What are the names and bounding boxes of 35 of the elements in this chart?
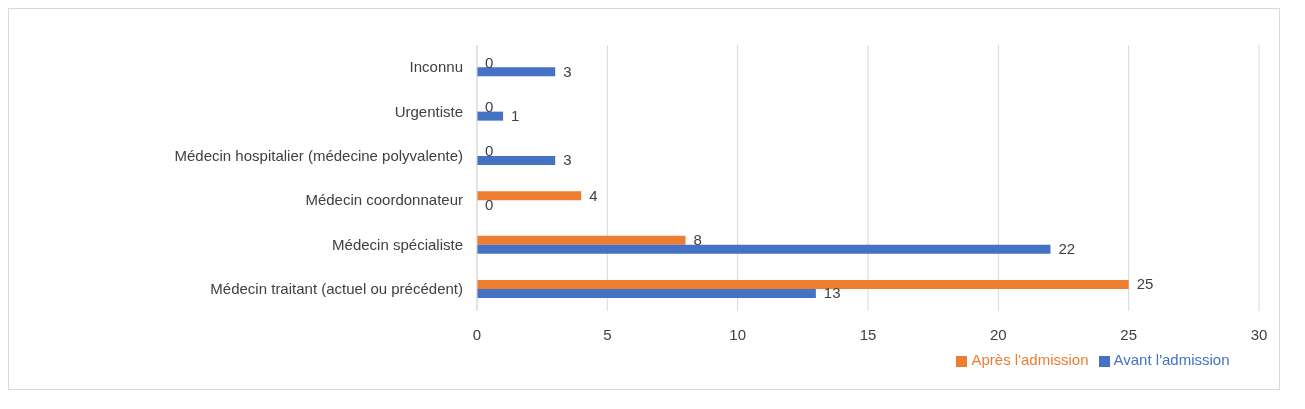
bar	[477, 279, 1129, 289]
bar	[477, 191, 582, 201]
y-tick-label: Médecin hospitalier (médecine polyvalente)	[174, 147, 463, 165]
legend-label: Après l'admission	[971, 351, 1089, 368]
y-tick-label: Urgentiste	[394, 102, 463, 120]
data-label: 22	[1058, 239, 1076, 257]
x-tick-label: 15	[859, 325, 877, 343]
data-label: 0	[485, 195, 494, 213]
data-label: 0	[485, 98, 494, 116]
data-label: 8	[693, 231, 702, 249]
bar	[477, 244, 1051, 254]
bar	[477, 67, 556, 77]
x-tick-label: 5	[603, 325, 612, 343]
data-label: 3	[563, 62, 572, 80]
x-tick-label: 25	[1120, 325, 1138, 343]
data-label: 3	[563, 151, 572, 169]
x-tick-label: 20	[989, 325, 1007, 343]
data-label: 25	[1136, 275, 1154, 293]
x-tick-label: 30	[1250, 325, 1268, 343]
bar	[477, 235, 686, 245]
data-label: 0	[485, 53, 494, 71]
y-tick-label: Médecin traitant (actuel ou précédent)	[210, 280, 463, 298]
legend-label: Avant l'admission	[1113, 351, 1230, 368]
bar	[477, 155, 556, 165]
data-label: 13	[823, 284, 841, 302]
x-tick-label: 10	[729, 325, 747, 343]
data-label: 4	[589, 186, 598, 204]
data-label: 1	[511, 106, 520, 124]
x-tick-label: 0	[472, 325, 482, 343]
y-tick-label: Inconnu	[409, 58, 463, 76]
y-tick-label: Médecin coordonnateur	[305, 191, 463, 209]
bar	[477, 288, 816, 298]
data-label: 0	[485, 142, 494, 160]
bar	[477, 111, 504, 121]
y-tick-label: Médecin spécialiste	[332, 235, 463, 253]
